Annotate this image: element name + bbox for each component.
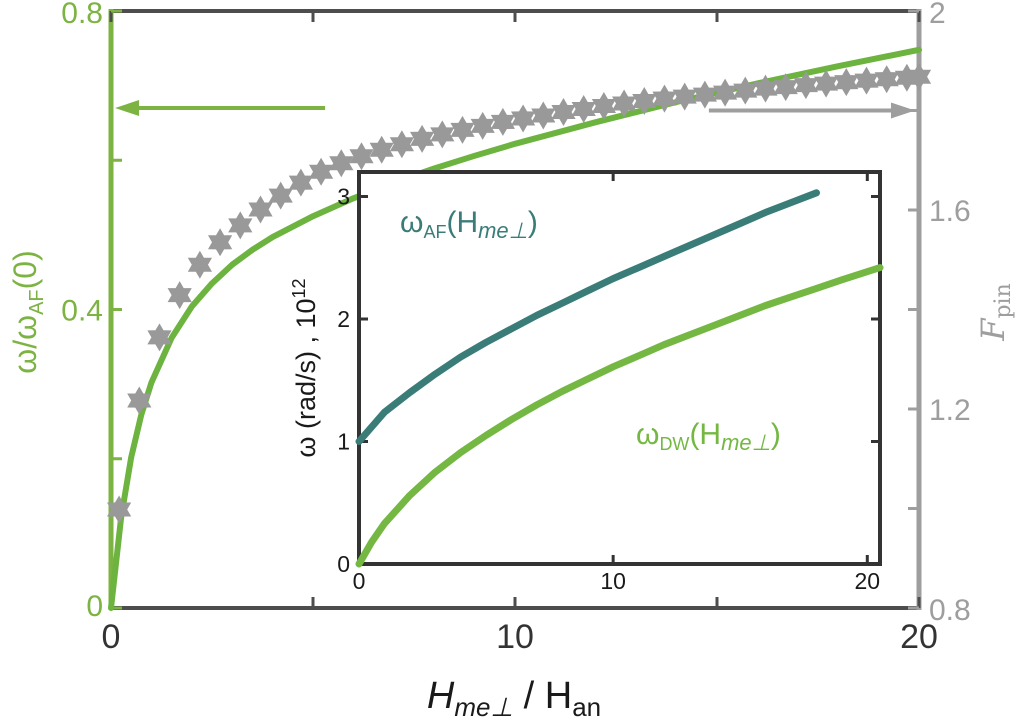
inset-x-tick-label: 20 <box>854 568 880 594</box>
star-marker <box>470 111 495 140</box>
inset-y-tick-label: 0 <box>337 551 350 577</box>
star-marker <box>309 157 334 186</box>
star-marker <box>107 495 132 524</box>
star-marker <box>834 68 859 97</box>
x-tick-label: 0 <box>102 618 121 656</box>
y-left-label-main: ω/ω <box>7 315 43 374</box>
star-marker <box>672 82 697 111</box>
star-marker <box>814 69 839 98</box>
y-right-tick-label: 1.6 <box>929 195 971 228</box>
inset-y-tick-label: 3 <box>337 184 350 210</box>
star-marker <box>490 107 515 136</box>
series-label-main: ω <box>400 206 423 239</box>
star-marker <box>208 228 233 257</box>
star-marker <box>430 120 455 149</box>
series-label-open: (H <box>446 206 478 239</box>
y-right-tick-label: 0.8 <box>929 594 971 627</box>
star-marker <box>773 73 798 102</box>
star-marker <box>389 130 414 159</box>
star-marker <box>511 104 536 133</box>
star-marker <box>248 195 273 224</box>
y-left-tick-label: 0.4 <box>61 295 103 328</box>
x-axis-title: Hme⊥ / Han <box>427 675 601 719</box>
series-label-italic: me⊥ <box>478 218 528 243</box>
star-marker <box>713 78 738 107</box>
y-left-label-rest: (0) <box>7 250 43 289</box>
star-marker <box>753 74 778 103</box>
star-marker <box>612 89 637 118</box>
inset-series-label: ωAF(Hme⊥) <box>400 206 538 243</box>
star-marker <box>369 135 394 164</box>
y-right-axis-title: Fpin <box>974 283 1016 342</box>
inset-series-label: ωDW(Hme⊥) <box>636 418 781 455</box>
inset-y-tick-label: 1 <box>337 429 350 455</box>
x-label-main: H <box>427 675 455 717</box>
series-label-open: (H <box>689 418 721 451</box>
inset-x-tick-label: 10 <box>600 568 626 594</box>
star-marker <box>632 87 657 115</box>
star-marker <box>147 323 172 352</box>
series-label-italic: me⊥ <box>721 430 771 455</box>
x-tick-label: 10 <box>496 618 534 656</box>
star-marker <box>652 84 677 113</box>
star-marker <box>167 281 192 310</box>
y-left-title-group: ω/ωAF(0) <box>7 250 48 374</box>
star-marker <box>187 250 212 279</box>
star-marker <box>692 80 717 109</box>
inset-y-tick-label: 2 <box>337 306 350 332</box>
y-left-tick-label: 0.8 <box>61 0 103 30</box>
x-label-rest: / H <box>513 675 572 717</box>
inset-series-line <box>355 264 884 568</box>
inset-x-tick-label: 0 <box>353 568 366 594</box>
y-left-label-sub: AF <box>26 289 48 315</box>
star-marker <box>793 71 818 100</box>
series-label-sub: DW <box>659 434 689 454</box>
star-marker <box>410 124 435 153</box>
star-marker <box>450 115 475 144</box>
y-right-tick-label: 1.2 <box>929 394 971 427</box>
series-label-main: ω <box>636 418 659 451</box>
star-marker <box>906 62 932 91</box>
star-marker <box>268 181 293 210</box>
axis-arrow-head <box>890 102 915 119</box>
series-label-close: ) <box>528 206 538 239</box>
star-marker <box>228 211 253 240</box>
x-tick-label: 20 <box>900 618 938 656</box>
series-label-sub: AF <box>423 222 446 242</box>
y-right-tick-label: 2 <box>929 0 946 30</box>
inset-y-label-sup: 12 <box>289 278 309 298</box>
star-marker <box>329 149 354 178</box>
star-marker <box>551 98 576 126</box>
star-marker <box>349 142 374 171</box>
inset-y-title-group: ω (rad/s) , 1012 <box>289 278 321 457</box>
star-marker <box>531 101 556 130</box>
y-right-label-main: F <box>974 317 1012 342</box>
axis-arrow-head <box>115 100 140 117</box>
y-left-axis-title: ω/ωAF(0) <box>7 250 48 374</box>
y-right-label-sub: pin <box>991 283 1016 318</box>
inset-series-line <box>355 189 820 445</box>
star-marker <box>874 65 899 94</box>
star-marker <box>127 386 152 415</box>
x-label-sub: me⊥ <box>454 692 513 719</box>
inset-y-axis-title: ω (rad/s) , 1012 <box>289 278 321 457</box>
star-marker <box>571 95 596 123</box>
series-label-close: ) <box>771 418 781 451</box>
star-marker <box>288 168 313 197</box>
star-marker <box>733 76 758 105</box>
star-marker <box>591 92 616 120</box>
y-left-tick-label: 0 <box>86 590 103 623</box>
x-label-rest-sub: an <box>572 692 601 719</box>
y-right-title-group: Fpin <box>974 283 1016 342</box>
star-marker <box>854 66 879 95</box>
inset-y-label-main: ω (rad/s) , 10 <box>291 298 321 457</box>
